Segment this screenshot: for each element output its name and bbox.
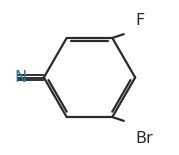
Text: F: F — [135, 13, 144, 28]
Text: Br: Br — [135, 131, 153, 146]
Text: N: N — [14, 70, 26, 85]
